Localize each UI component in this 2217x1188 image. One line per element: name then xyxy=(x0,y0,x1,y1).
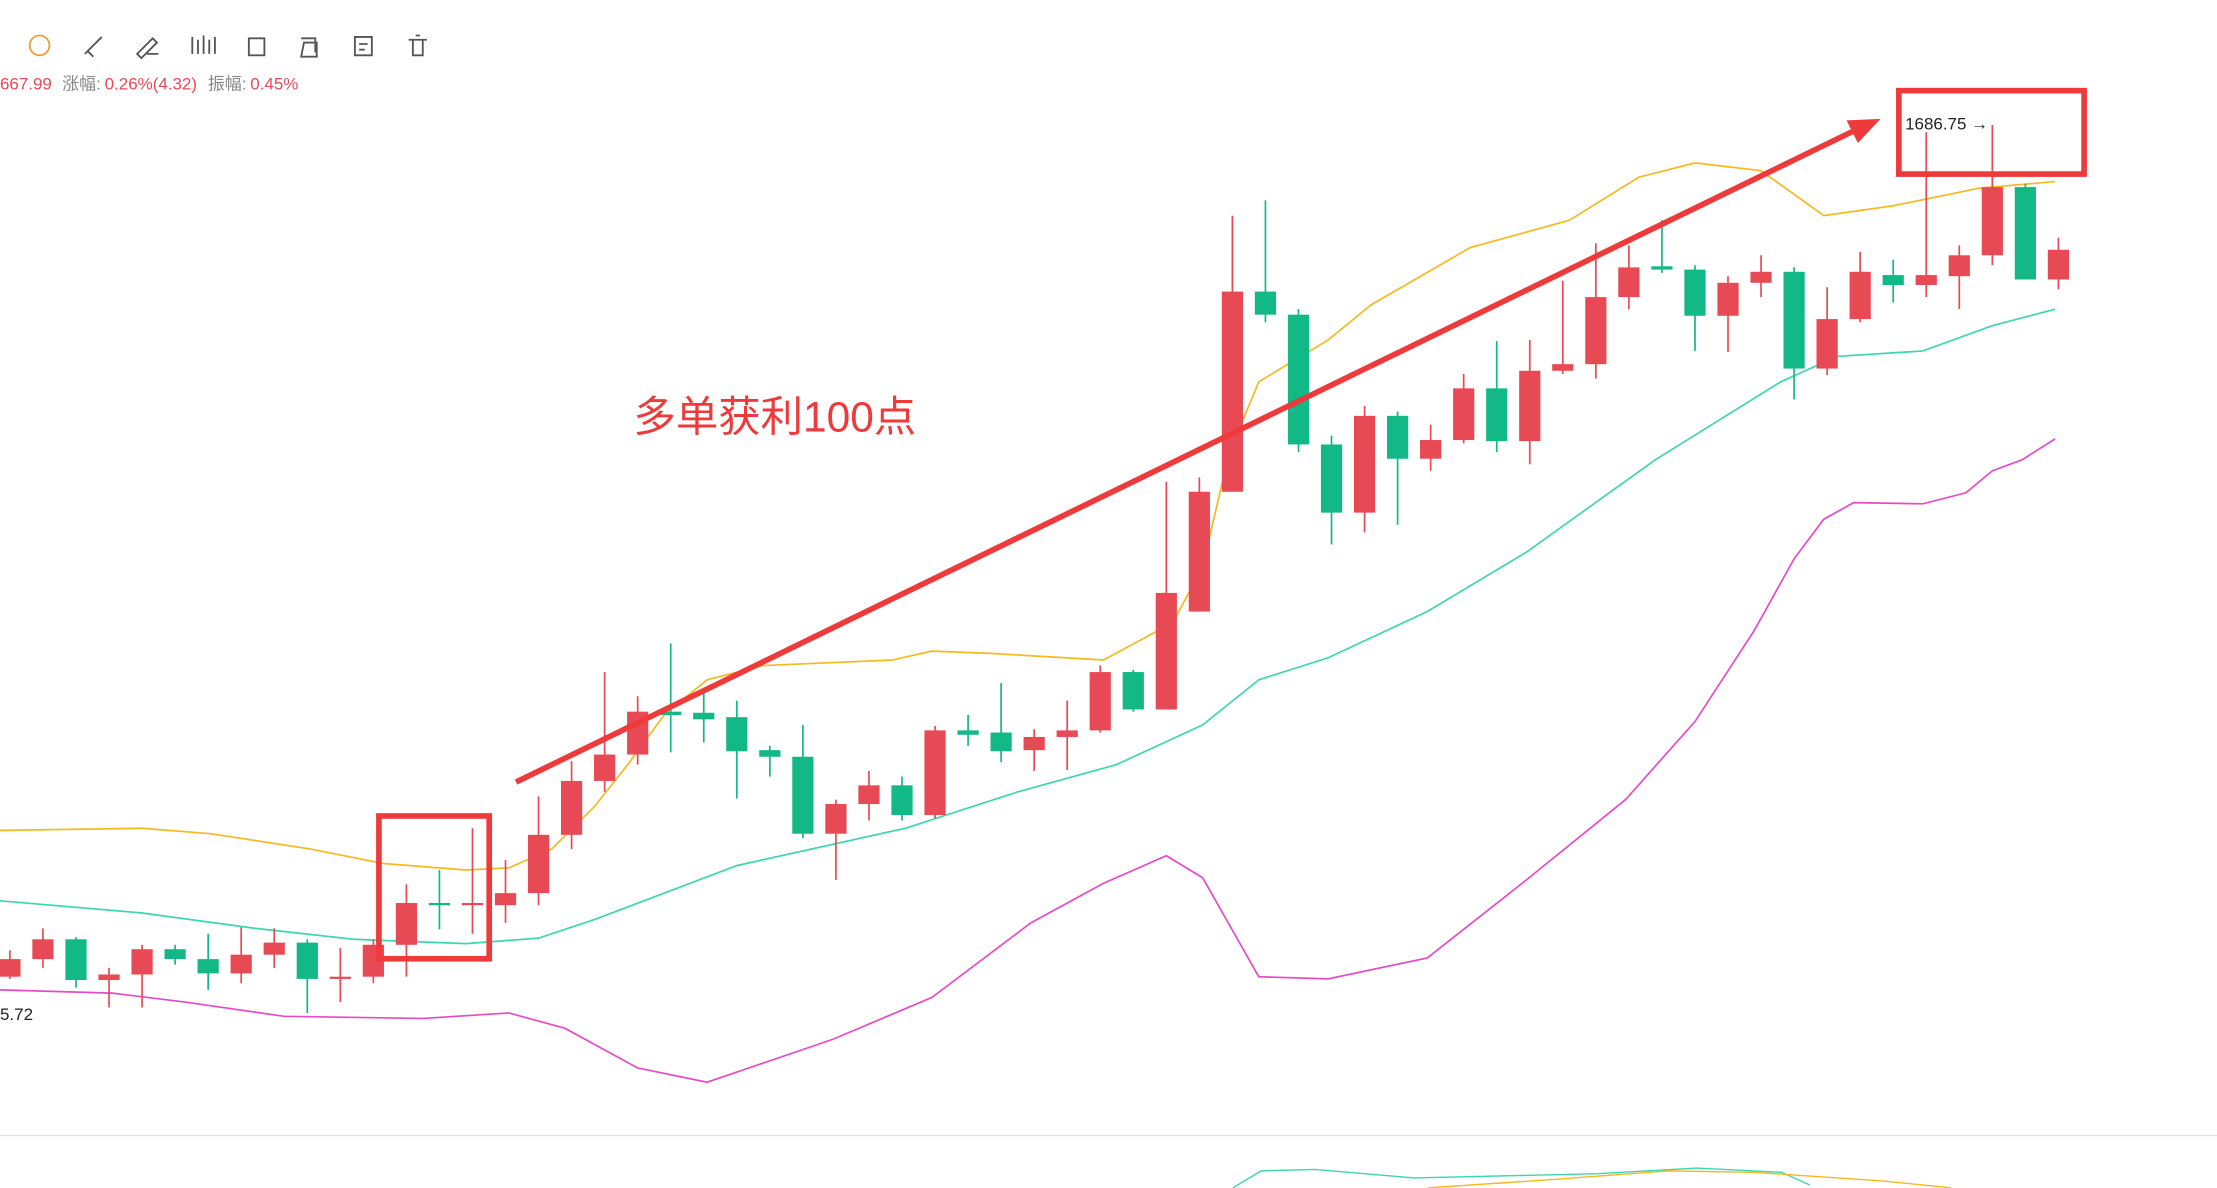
candle-body xyxy=(1882,275,1904,285)
highlight-box xyxy=(1896,87,2087,177)
amp-label: 振幅: xyxy=(208,74,247,93)
arrow-head xyxy=(1846,118,1881,143)
candle-body xyxy=(1420,440,1442,459)
candle-body xyxy=(693,712,715,720)
min-label: 5.72 xyxy=(0,1005,33,1024)
candle-body xyxy=(2047,249,2070,280)
toolbar xyxy=(28,34,427,60)
candle-body xyxy=(1651,266,1673,270)
candle-body xyxy=(891,785,913,816)
candle-body xyxy=(494,893,517,906)
max-label: 1686.75 → xyxy=(1905,114,1988,133)
candle-body xyxy=(1188,491,1210,612)
amp-value: 0.45% xyxy=(250,74,298,93)
tool-icon[interactable] xyxy=(408,34,427,57)
candle-body xyxy=(1056,730,1078,737)
change-value: 0.26%(4.32) xyxy=(105,74,197,93)
tool-icon[interactable] xyxy=(84,36,103,58)
candle-body xyxy=(792,756,814,834)
candle-body xyxy=(1915,275,1937,285)
annotation-text: 多单获利100点 xyxy=(633,393,916,440)
candle-body xyxy=(1948,255,1970,277)
candle-body xyxy=(560,780,583,835)
candle-body xyxy=(1320,444,1343,513)
candle-body xyxy=(1717,282,1739,316)
candle-body xyxy=(1254,291,1277,315)
tool-icon[interactable] xyxy=(191,35,216,54)
candle-body xyxy=(726,717,748,752)
trend-arrow xyxy=(514,127,1857,785)
candle-body xyxy=(197,959,219,974)
candle-body xyxy=(924,730,946,816)
candle-body xyxy=(1684,269,1706,316)
candle-body xyxy=(98,974,120,980)
candle-body xyxy=(1552,364,1574,371)
tool-icon[interactable] xyxy=(300,37,318,58)
candle-body xyxy=(1155,592,1177,710)
candle-body xyxy=(1122,672,1144,710)
candle-body xyxy=(329,976,351,979)
candle-body xyxy=(65,939,87,980)
annotations: 多单获利100点 5.72 xyxy=(0,87,2087,1024)
candle-body xyxy=(1221,291,1244,492)
candle-body xyxy=(395,903,417,945)
candle-body xyxy=(594,754,616,781)
highlight-box xyxy=(376,813,493,962)
candle-body xyxy=(263,942,285,955)
candle-body xyxy=(858,785,880,805)
candle-body xyxy=(1981,187,2003,256)
candle-body xyxy=(428,903,451,906)
candle-body xyxy=(230,954,252,974)
candle-body xyxy=(461,903,484,906)
candle-body xyxy=(957,730,979,735)
candle-body xyxy=(1519,370,1541,442)
sub-indicator xyxy=(1427,1170,1952,1188)
candle-body xyxy=(1750,271,1772,283)
candle-body xyxy=(1089,672,1111,731)
candle-body xyxy=(1816,319,1838,369)
last-price: 667.99 xyxy=(0,74,52,93)
tool-icon[interactable] xyxy=(247,37,266,57)
change-label: 涨幅: xyxy=(62,74,101,93)
candle-body xyxy=(1386,415,1409,459)
candle-body xyxy=(1453,388,1475,441)
indicator-line xyxy=(0,438,2056,1084)
candle-body xyxy=(1353,415,1376,513)
tool-icon[interactable] xyxy=(353,36,373,57)
candle-body xyxy=(0,959,21,977)
candle-body xyxy=(32,939,54,960)
plot xyxy=(0,124,2070,1084)
candle-body xyxy=(1849,271,1871,320)
sub-indicator xyxy=(1232,1167,1811,1188)
candle-body xyxy=(131,949,153,975)
candle-body xyxy=(164,949,186,960)
candle-body xyxy=(1585,297,1607,365)
candle-body xyxy=(1618,267,1640,298)
candle-body xyxy=(1486,388,1508,442)
tool-icon[interactable] xyxy=(135,37,159,60)
candle-body xyxy=(2014,187,2036,280)
candle-body xyxy=(1783,271,1805,369)
candle-body xyxy=(759,750,781,757)
candle-body xyxy=(1023,736,1045,751)
candle-body xyxy=(296,942,318,979)
candle-body xyxy=(660,711,682,715)
candle-body xyxy=(825,804,847,834)
candle-body xyxy=(1287,314,1310,445)
candle-body xyxy=(990,732,1012,752)
candle-body xyxy=(527,834,550,894)
tool-icon[interactable] xyxy=(28,34,51,57)
